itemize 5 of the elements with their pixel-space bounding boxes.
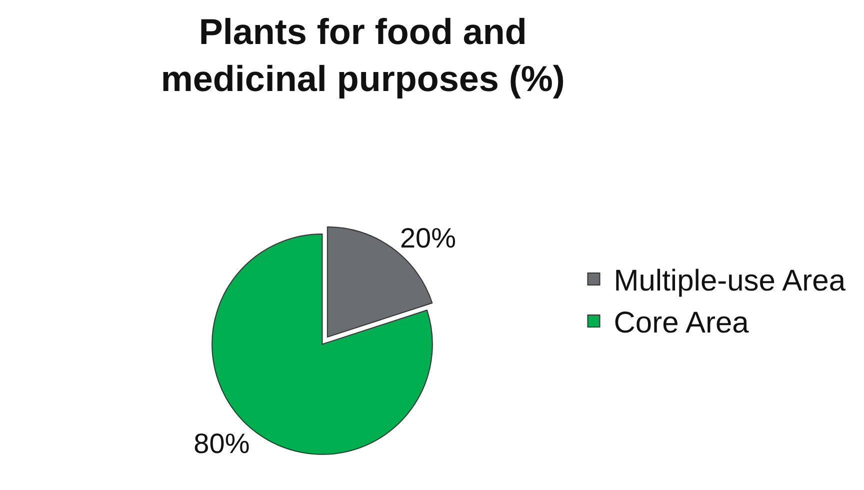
data-label: 20% <box>400 222 456 254</box>
legend-label: Core Area <box>614 306 750 340</box>
legend-label: Multiple-use Area <box>614 264 846 298</box>
data-label: 80% <box>194 428 250 459</box>
chart-title: Plants for food and medicinal purposes (%) <box>160 11 565 99</box>
